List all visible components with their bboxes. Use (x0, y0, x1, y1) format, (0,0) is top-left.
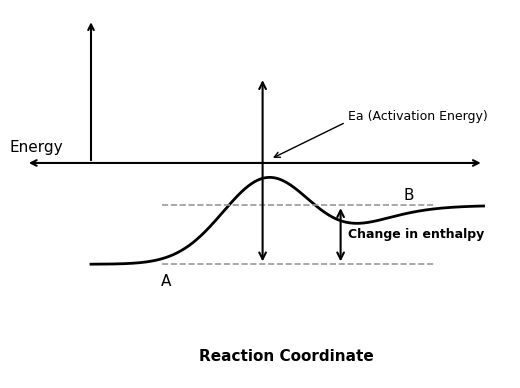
Text: A: A (160, 274, 171, 289)
Text: Change in enthalpy: Change in enthalpy (348, 228, 485, 241)
Text: Reaction Coordinate: Reaction Coordinate (199, 350, 373, 364)
Text: Ea (Activation Energy): Ea (Activation Energy) (348, 110, 488, 123)
Text: B: B (404, 188, 414, 203)
Text: Energy: Energy (9, 140, 63, 155)
